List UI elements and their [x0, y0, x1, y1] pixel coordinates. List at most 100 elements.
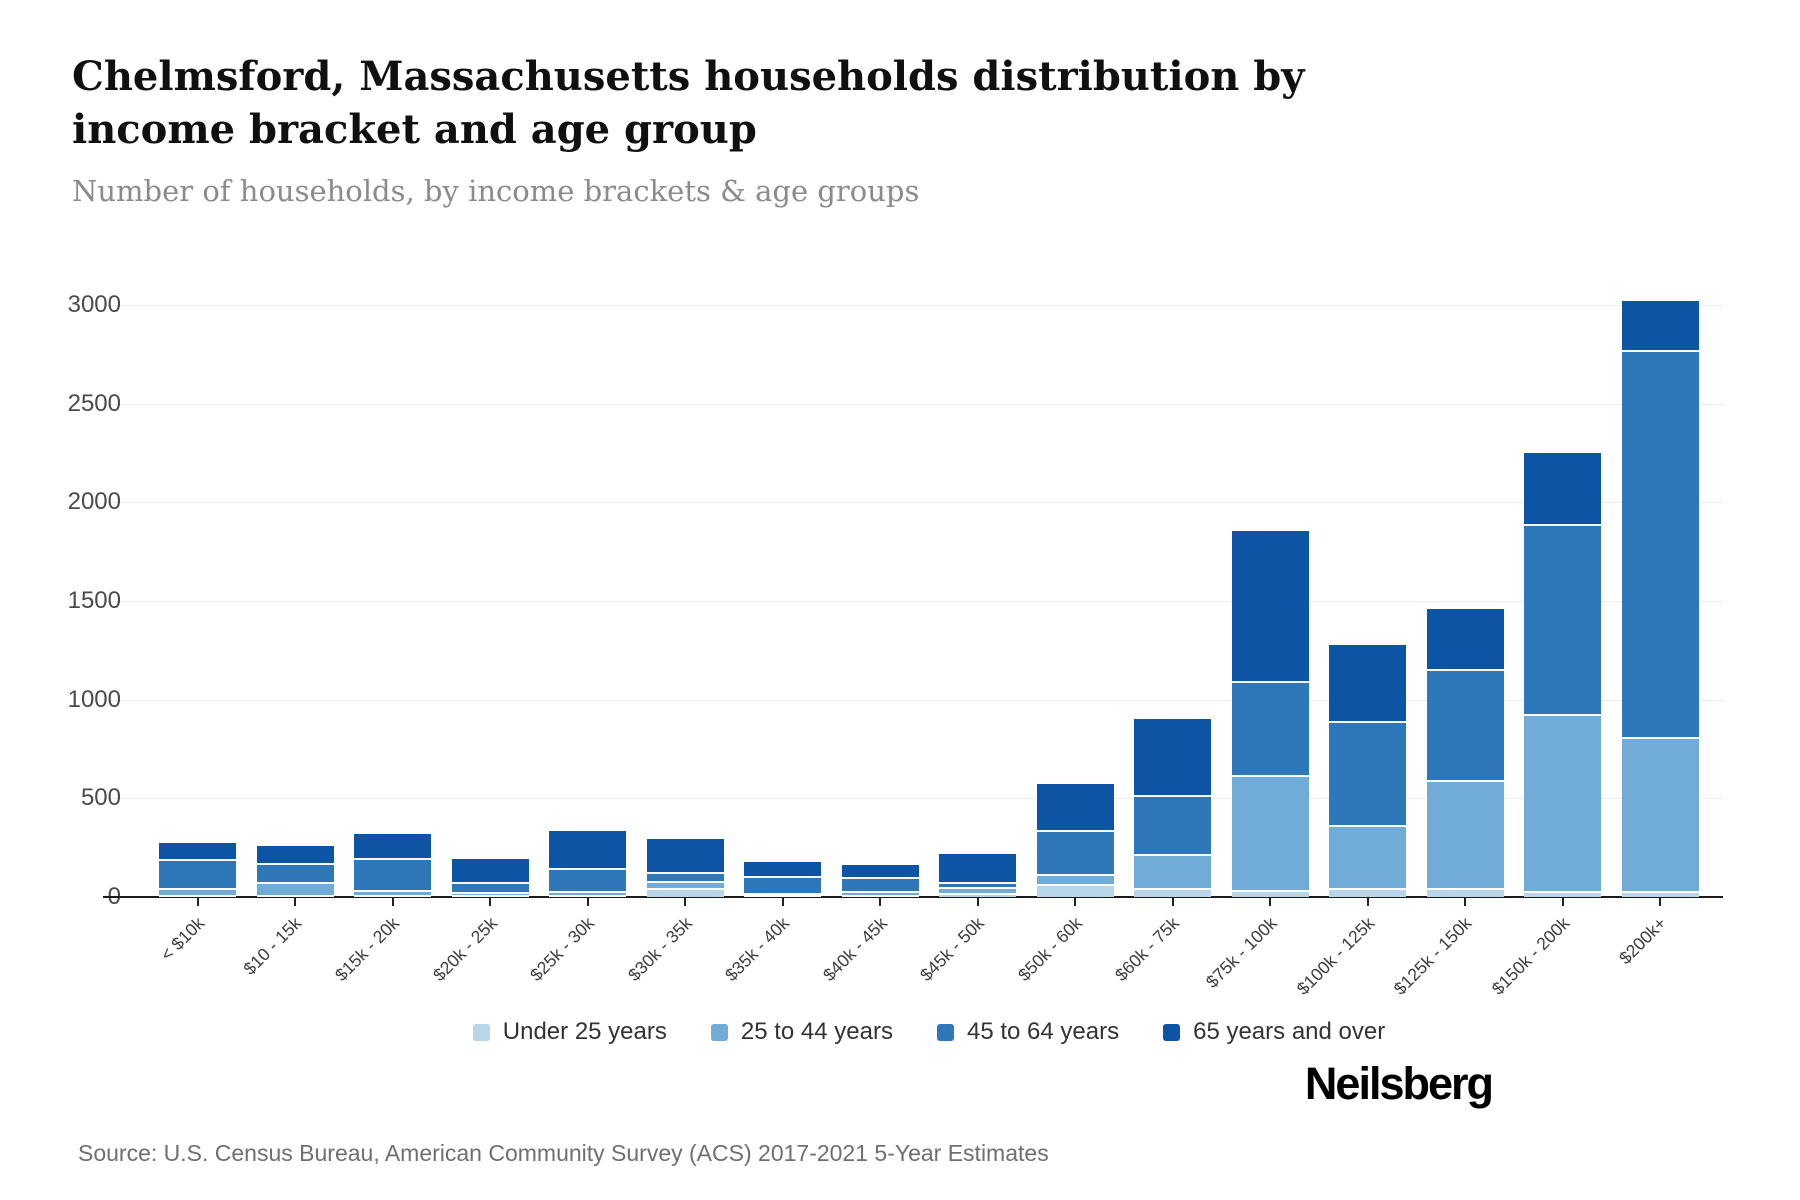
stacked-bar[interactable] — [744, 862, 822, 897]
bar-segment[interactable] — [1134, 888, 1212, 897]
bar-segment[interactable] — [354, 857, 432, 891]
bar-segment[interactable] — [1036, 874, 1114, 885]
bar-segment[interactable] — [646, 888, 724, 897]
bar-segment[interactable] — [1426, 779, 1504, 889]
bar-segment[interactable] — [1426, 669, 1504, 780]
bar-segment[interactable] — [1231, 890, 1309, 897]
bar-segment[interactable] — [1036, 829, 1114, 875]
bar-segment[interactable] — [744, 862, 822, 877]
legend-swatch-icon — [710, 1023, 728, 1041]
x-axis-tick — [1366, 898, 1369, 906]
bar-segment[interactable] — [549, 891, 627, 895]
stacked-bar[interactable] — [1329, 645, 1407, 897]
bar-segment[interactable] — [354, 895, 432, 897]
bar-segment[interactable] — [1231, 774, 1309, 891]
stacked-bar[interactable] — [1524, 453, 1602, 897]
legend-item[interactable]: 65 years and over — [1163, 1018, 1385, 1046]
bar-segment[interactable] — [1036, 783, 1114, 830]
stacked-bar[interactable] — [159, 842, 237, 897]
bar-segment[interactable] — [1329, 888, 1407, 897]
bar-segment[interactable] — [841, 877, 919, 892]
bar-segment[interactable] — [1621, 737, 1699, 892]
y-axis-tick-label: 2500 — [67, 389, 121, 417]
bar-segment[interactable] — [1134, 795, 1212, 854]
bar-segment[interactable] — [1524, 524, 1602, 714]
bar-segment[interactable] — [646, 872, 724, 882]
bar-segment[interactable] — [1329, 824, 1407, 889]
bar-segment[interactable] — [354, 833, 432, 858]
bar-segment[interactable] — [451, 895, 529, 897]
legend-label: 25 to 44 years — [740, 1018, 893, 1045]
bar-segment[interactable] — [1231, 680, 1309, 775]
bar-segment[interactable] — [1329, 721, 1407, 825]
bar-segment[interactable] — [841, 891, 919, 895]
stacked-bar[interactable] — [646, 838, 724, 897]
legend-item[interactable]: Under 25 years — [472, 1018, 667, 1046]
stacked-bar[interactable] — [1231, 530, 1309, 897]
legend-label: Under 25 years — [502, 1018, 667, 1045]
bar-segment[interactable] — [646, 881, 724, 889]
bar-segment[interactable] — [549, 830, 627, 869]
bar-segment[interactable] — [1036, 884, 1114, 897]
stacked-bar[interactable] — [1621, 301, 1699, 897]
bar-group: $150k - 200k — [1487, 305, 1612, 999]
bar-segment[interactable] — [939, 887, 1017, 894]
legend-item[interactable]: 45 to 64 years — [936, 1018, 1119, 1046]
bar-segment[interactable] — [159, 859, 237, 889]
bar-segment[interactable] — [939, 853, 1017, 883]
stacked-bar[interactable] — [841, 865, 919, 897]
bar-segment[interactable] — [1426, 888, 1504, 897]
chart-title: Chelmsford, Massachusetts households dis… — [72, 53, 1305, 154]
bar-segment[interactable] — [1524, 453, 1602, 525]
bar-segment[interactable] — [159, 842, 237, 860]
stacked-bar[interactable] — [1134, 719, 1212, 897]
bar-segment[interactable] — [159, 895, 237, 897]
stacked-bar[interactable] — [1426, 608, 1504, 897]
stacked-bar[interactable] — [939, 853, 1017, 897]
stacked-bar[interactable] — [451, 858, 529, 897]
bar-segment[interactable] — [1134, 719, 1212, 796]
bar-segment[interactable] — [841, 865, 919, 878]
x-axis-tick — [1269, 898, 1272, 906]
bar-segment[interactable] — [1231, 530, 1309, 681]
bar-segment[interactable] — [549, 868, 627, 892]
bar-group: $75k - 100k — [1202, 305, 1320, 992]
bar-segment[interactable] — [451, 892, 529, 895]
bar-segment[interactable] — [939, 882, 1017, 888]
bar-segment[interactable] — [841, 895, 919, 897]
bar-segment[interactable] — [354, 890, 432, 895]
bar-segment[interactable] — [256, 845, 334, 864]
x-axis-tick-label: $35k - 40k — [720, 913, 793, 985]
stacked-bar[interactable] — [549, 830, 627, 897]
stacked-bar[interactable] — [354, 833, 432, 897]
x-axis-tick — [391, 898, 394, 906]
bar-segment[interactable] — [744, 893, 822, 895]
stacked-bar[interactable] — [1036, 783, 1114, 897]
x-axis-tick — [1464, 898, 1467, 906]
bar-segment[interactable] — [549, 895, 627, 897]
bar-segment[interactable] — [1524, 713, 1602, 892]
bar-segment[interactable] — [646, 838, 724, 873]
bar-segment[interactable] — [159, 888, 237, 895]
bar-segment[interactable] — [256, 895, 334, 897]
bar-segment[interactable] — [744, 895, 822, 897]
bar-segment[interactable] — [1426, 608, 1504, 670]
bar-segment[interactable] — [1134, 853, 1212, 889]
bar-segment[interactable] — [744, 876, 822, 893]
bar-segment[interactable] — [1621, 350, 1699, 738]
x-axis-tick-label: $75k - 100k — [1201, 913, 1281, 992]
bar-segment[interactable] — [451, 858, 529, 883]
bar-segment[interactable] — [1621, 891, 1699, 897]
bar-segment[interactable] — [451, 882, 529, 893]
bar-segment[interactable] — [256, 863, 334, 883]
bar-segment[interactable] — [1621, 301, 1699, 351]
chart-legend: Under 25 years 25 to 44 years 45 to 64 yea… — [135, 1018, 1723, 1046]
bar-segment[interactable] — [1329, 645, 1407, 722]
legend-swatch-icon — [472, 1023, 490, 1041]
bar-segment[interactable] — [939, 893, 1017, 897]
bar-segment[interactable] — [1524, 891, 1602, 897]
legend-item[interactable]: 25 to 44 years — [710, 1018, 893, 1046]
bar-segment[interactable] — [256, 882, 334, 895]
x-axis-tick-label: $100k - 125k — [1292, 913, 1378, 999]
stacked-bar[interactable] — [256, 845, 334, 897]
